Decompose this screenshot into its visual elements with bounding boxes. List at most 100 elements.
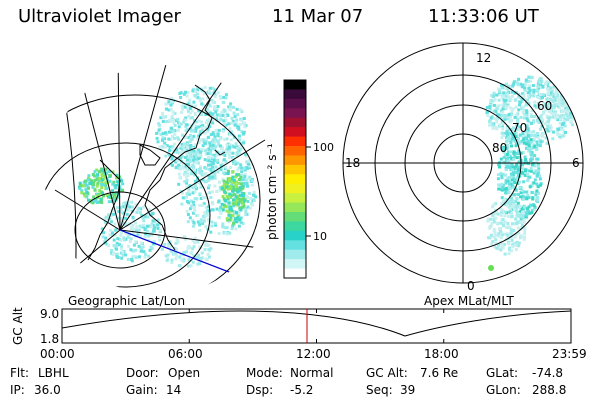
emission-pixel	[509, 141, 513, 145]
emission-pixel	[539, 83, 543, 87]
emission-pixel	[228, 184, 232, 188]
emission-pixel	[216, 139, 220, 143]
emission-pixel	[529, 79, 533, 83]
emission-pixel	[490, 99, 494, 103]
emission-pixel	[104, 236, 108, 240]
emission-pixel	[170, 129, 174, 133]
emission-pixel	[215, 207, 219, 211]
emission-pixel	[523, 141, 526, 145]
emission-pixel	[502, 150, 506, 154]
emission-pixel	[226, 232, 230, 236]
emission-pixel	[102, 194, 106, 198]
emission-pixel	[510, 112, 514, 116]
emission-pixel	[540, 124, 544, 128]
emission-pixel	[504, 91, 507, 95]
emission-pixel	[135, 225, 139, 229]
emission-pixel	[216, 91, 220, 95]
emission-pixel	[130, 259, 134, 263]
emission-pixel	[200, 126, 204, 130]
emission-pixel	[224, 231, 228, 235]
emission-pixel	[174, 257, 178, 261]
emission-pixel	[166, 253, 170, 257]
emission-pixel	[223, 226, 227, 230]
emission-pixel	[489, 116, 493, 120]
emission-pixel	[163, 243, 167, 246]
emission-pixel	[524, 215, 528, 219]
emission-pixel	[548, 93, 552, 97]
emission-pixel	[504, 105, 508, 109]
emission-pixel	[548, 109, 552, 113]
emission-pixel	[211, 165, 215, 169]
emission-pixel	[517, 206, 521, 210]
emission-pixel	[179, 146, 183, 150]
emission-pixel	[171, 110, 175, 114]
emission-pixel	[507, 95, 511, 99]
emission-pixel	[224, 96, 228, 100]
color-scale-bar	[284, 80, 306, 279]
emission-pixel	[527, 149, 531, 153]
emission-pixel	[221, 222, 225, 226]
emission-pixel	[207, 89, 211, 93]
emission-pixel	[187, 257, 191, 261]
emission-pixel	[529, 167, 533, 171]
emission-pixel	[239, 182, 243, 186]
emission-pixel	[524, 123, 528, 127]
emission-pixel	[127, 244, 131, 248]
emission-pixel	[189, 199, 193, 203]
emission-pixel	[567, 94, 571, 98]
emission-pixel	[124, 253, 128, 257]
emission-pixel	[178, 156, 182, 160]
color-scale-step	[284, 230, 306, 241]
emission-pixel	[566, 85, 570, 89]
emission-pixel	[518, 133, 522, 137]
emission-pixel	[503, 113, 507, 117]
emission-pixel	[180, 191, 184, 195]
emission-pixel	[213, 95, 217, 99]
emission-pixel	[501, 218, 505, 222]
emission-pixel	[232, 111, 236, 115]
emission-pixel	[187, 152, 191, 156]
flt-label: Flt:	[10, 366, 29, 380]
emission-pixel	[532, 146, 536, 150]
emission-pixel	[159, 116, 163, 120]
emission-pixel	[517, 241, 521, 245]
emission-pixel	[500, 174, 504, 178]
emission-pixel	[112, 244, 116, 248]
emission-pixel	[200, 148, 204, 152]
emission-pixel	[231, 162, 235, 165]
emission-pixel	[239, 216, 243, 220]
emission-pixel	[491, 214, 495, 217]
emission-pixel	[100, 183, 104, 187]
scale-tick-10: 10	[313, 230, 327, 243]
emission-pixel	[202, 92, 206, 96]
door-value: Open	[168, 366, 201, 380]
emission-pixel	[498, 184, 502, 187]
emission-pixel	[192, 155, 196, 159]
emission-pixel	[515, 175, 519, 179]
emission-pixel	[532, 138, 536, 142]
emission-pixel	[234, 162, 238, 166]
emission-pixel	[167, 100, 171, 104]
emission-pixel	[193, 183, 197, 186]
emission-pixel	[522, 105, 526, 109]
emission-pixel	[521, 210, 525, 214]
emission-pixel	[510, 168, 514, 172]
emission-pixel	[131, 229, 135, 233]
emission-pixel	[225, 226, 229, 230]
emission-pixel	[137, 244, 141, 248]
emission-pixel	[505, 130, 509, 134]
emission-pixel	[532, 92, 536, 96]
emission-pixel	[177, 163, 181, 167]
emission-pixel	[537, 191, 540, 195]
emission-pixel	[236, 161, 240, 165]
emission-pixel	[538, 105, 542, 109]
emission-pixel	[231, 119, 235, 123]
emission-pixel	[198, 192, 202, 196]
emission-pixel	[184, 125, 188, 129]
emission-pixel	[528, 84, 532, 88]
emission-pixel	[109, 220, 113, 224]
emission-pixel	[124, 216, 128, 220]
emission-pixel	[529, 151, 532, 155]
emission-pixel	[504, 140, 508, 144]
emission-pixel	[115, 241, 119, 245]
